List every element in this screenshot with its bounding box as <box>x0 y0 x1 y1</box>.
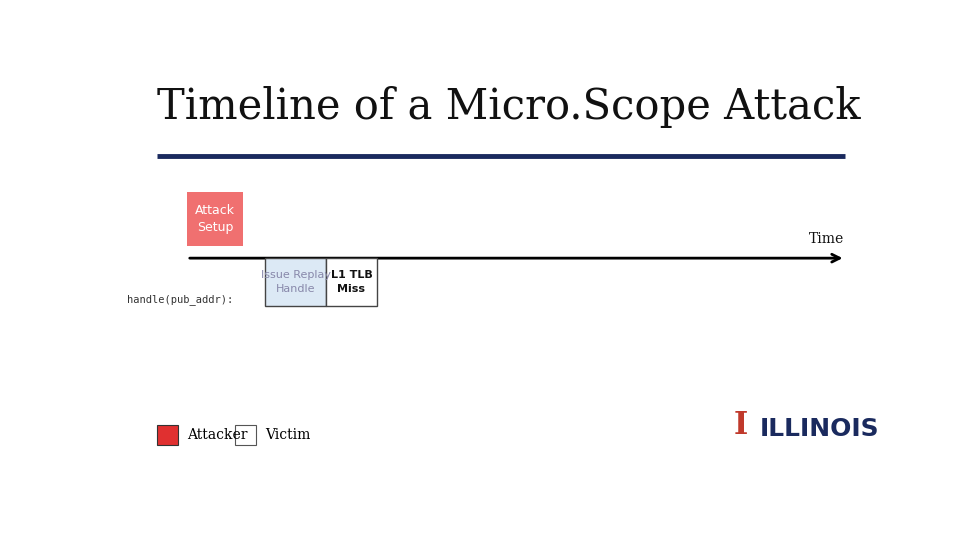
Text: Timeline of a Micro.Scope Attack: Timeline of a Micro.Scope Attack <box>157 85 861 127</box>
Text: Victim: Victim <box>265 428 310 442</box>
Text: ILLINOIS: ILLINOIS <box>760 417 879 441</box>
Text: Attacker: Attacker <box>187 428 248 442</box>
Text: Attack
Setup: Attack Setup <box>195 204 235 234</box>
Text: L1 TLB
Miss: L1 TLB Miss <box>330 271 372 294</box>
Bar <box>265 258 326 306</box>
Bar <box>187 192 243 246</box>
Bar <box>235 426 256 446</box>
Bar <box>326 258 376 306</box>
Bar <box>157 426 178 446</box>
Text: handle(pub_addr):: handle(pub_addr): <box>128 294 233 305</box>
Text: I: I <box>734 410 749 441</box>
Text: Issue Replay
Handle: Issue Replay Handle <box>260 271 330 294</box>
Text: Time: Time <box>808 232 844 246</box>
